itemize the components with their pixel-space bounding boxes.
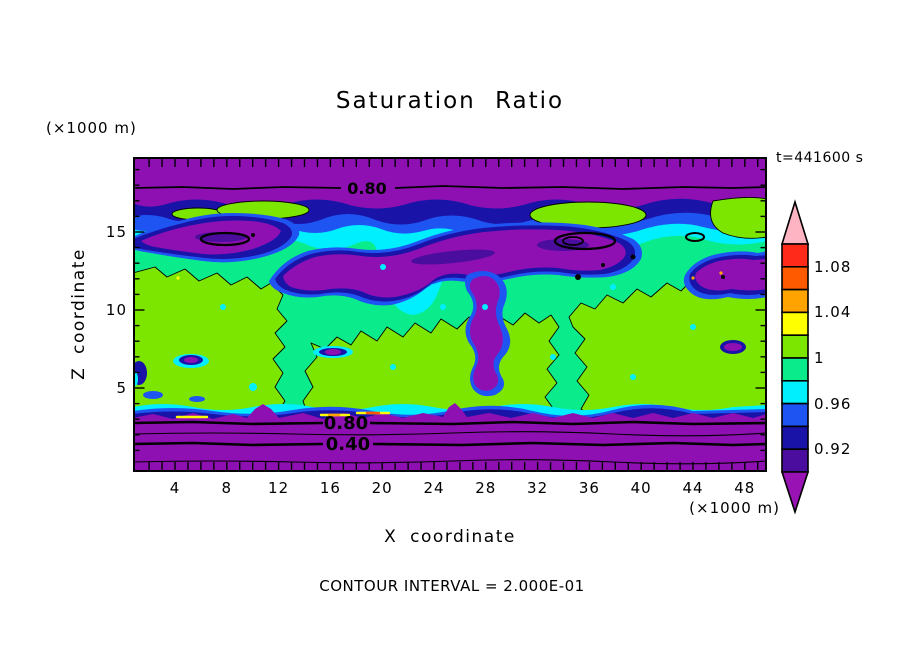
x-axis-label: X coordinate: [133, 527, 767, 547]
y-tick-label: 5: [93, 379, 127, 397]
time-annotation: t=441600 s: [776, 150, 863, 166]
y-tick-label: 10: [93, 301, 127, 319]
svg-text:0.40: 0.40: [326, 434, 370, 455]
y-axis-label: Z coordinate: [69, 164, 91, 464]
x-tick-label: 32: [516, 479, 560, 497]
x-tick-label: 12: [257, 479, 301, 497]
x-tick-label: 40: [619, 479, 663, 497]
x-axis-units: (×1000 m): [650, 499, 780, 517]
x-tick-label: 28: [464, 479, 508, 497]
contour-plot: 0.800.800.40: [133, 157, 767, 472]
svg-text:0.80: 0.80: [347, 179, 386, 198]
x-tick-label: 24: [412, 479, 456, 497]
x-tick-label: 36: [567, 479, 611, 497]
y-axis-units: (×1000 m): [46, 119, 137, 137]
contour-interval-caption: CONTOUR INTERVAL = 2.000E-01: [0, 577, 904, 595]
svg-text:0.80: 0.80: [324, 413, 368, 434]
x-tick-label: 44: [671, 479, 715, 497]
y-tick-label: 15: [93, 223, 127, 241]
x-tick-label: 48: [723, 479, 767, 497]
x-tick-label: 20: [360, 479, 404, 497]
colorbar: [778, 198, 860, 518]
chart-title: Saturation Ratio: [133, 88, 767, 114]
x-tick-label: 4: [153, 479, 197, 497]
x-tick-label: 16: [308, 479, 352, 497]
x-tick-label: 8: [205, 479, 249, 497]
figure: Saturation Ratio (×1000 m) t=441600 s Z …: [0, 0, 904, 654]
